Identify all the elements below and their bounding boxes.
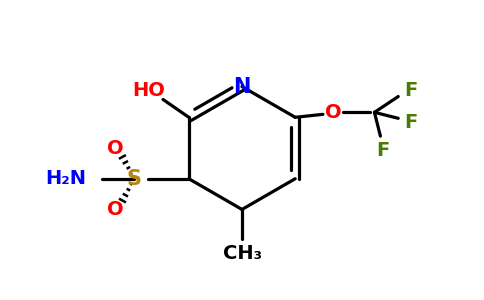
Text: H₂N: H₂N [45, 169, 86, 188]
Text: F: F [405, 81, 418, 100]
Text: N: N [233, 76, 251, 97]
Text: CH₃: CH₃ [223, 244, 261, 262]
Text: F: F [376, 140, 389, 160]
Text: HO: HO [133, 81, 166, 100]
Text: O: O [107, 200, 124, 219]
Text: F: F [405, 113, 418, 132]
Text: O: O [107, 139, 124, 158]
Text: S: S [127, 169, 142, 189]
Text: O: O [325, 103, 341, 122]
